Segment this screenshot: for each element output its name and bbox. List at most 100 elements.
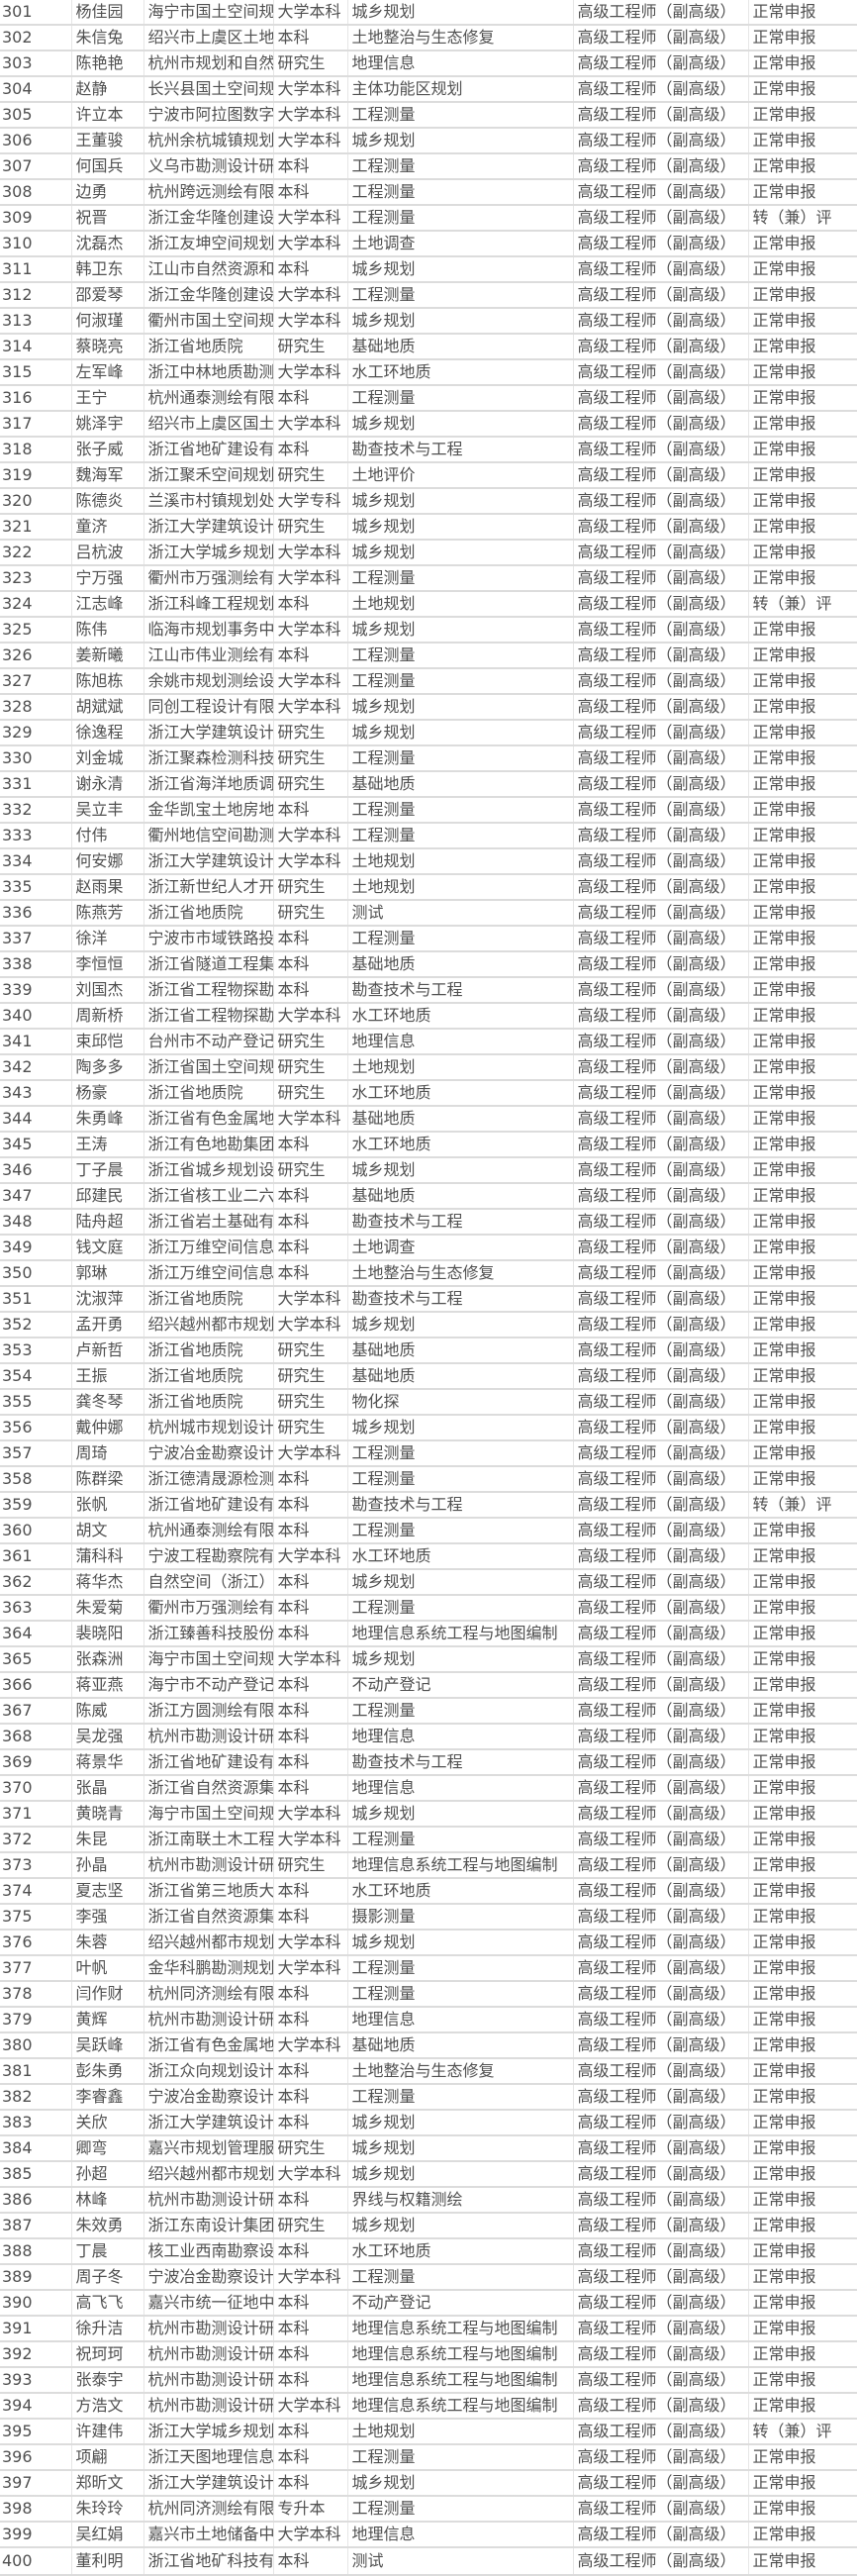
applicant-name-cell: 赵雨果 <box>71 874 144 901</box>
employer-cell: 杭州市规划和自然 <box>143 50 274 77</box>
applicant-name-cell: 朱爱菊 <box>71 1595 144 1622</box>
table-row: 356 戴仲娜 杭州城市规划设计 研究生 城乡规划 高级工程师（副高级） 正常申报 <box>0 1415 857 1441</box>
table-row: 358 陈群梁 浙江德清晟源检测 本科 工程测量 高级工程师（副高级） 正常申报 <box>0 1466 857 1493</box>
employer-cell: 浙江省有色金属地 <box>143 2032 274 2059</box>
education-cell: 本科 <box>273 1621 348 1647</box>
row-number-cell: 353 <box>0 1338 72 1364</box>
major-cell: 水工环地质 <box>347 2238 574 2265</box>
employer-cell: 宁波市阿拉图数字 <box>143 102 274 129</box>
major-cell: 土地规划 <box>347 874 574 901</box>
education-cell: 本科 <box>273 2187 348 2214</box>
major-cell: 地理信息系统工程与地图编制 <box>347 1852 574 1879</box>
title-level-cell: 高级工程师（副高级） <box>573 256 749 283</box>
education-cell: 本科 <box>273 2058 348 2085</box>
education-cell: 研究生 <box>273 1363 348 1390</box>
applicant-name-cell: 许立本 <box>71 102 144 129</box>
major-cell: 土地整治与生态修复 <box>347 2058 574 2085</box>
row-number-cell: 397 <box>0 2470 72 2497</box>
major-cell: 城乡规划 <box>347 2161 574 2188</box>
table-row: 393 张泰宇 杭州市勘测设计研 本科 地理信息系统工程与地图编制 高级工程师（副高级）正… <box>0 2367 857 2394</box>
applicant-name-cell: 张子威 <box>71 437 144 463</box>
major-cell: 城乡规划 <box>347 2135 574 2162</box>
row-number-cell: 377 <box>0 1955 72 1982</box>
employer-cell: 自然空间（浙江） <box>143 1569 274 1596</box>
declaration-type-cell: 正常申报 <box>748 1724 857 1750</box>
applicant-name-cell: 姜新曦 <box>71 643 144 669</box>
title-level-cell: 高级工程师（副高级） <box>573 1106 749 1133</box>
major-cell: 土地规划 <box>347 1054 574 1081</box>
applicant-name-cell: 胡斌斌 <box>71 694 144 721</box>
row-number-cell: 312 <box>0 282 72 309</box>
major-cell: 工程测量 <box>347 205 574 232</box>
title-level-cell: 高级工程师（副高级） <box>573 334 749 360</box>
table-row: 365 张森洲 海宁市国土空间规 大学本科 城乡规划 高级工程师（副高级） 正常申报 <box>0 1646 857 1673</box>
declaration-type-cell: 正常申报 <box>748 2367 857 2394</box>
applicant-name-cell: 张泰宇 <box>71 2367 144 2394</box>
title-level-cell: 高级工程师（副高级） <box>573 1183 749 1210</box>
row-number-cell: 327 <box>0 668 72 695</box>
applicant-name-cell: 孙晶 <box>71 1852 144 1879</box>
declaration-type-cell: 正常申报 <box>748 1312 857 1338</box>
table-row: 384 卿弯 嘉兴市规划管理服 研究生 城乡规划 高级工程师（副高级） 正常申报 <box>0 2135 857 2162</box>
title-level-cell: 高级工程师（副高级） <box>573 2290 749 2317</box>
declaration-type-cell: 正常申报 <box>748 1209 857 1236</box>
employer-cell: 浙江省岩土基础有 <box>143 1209 274 1236</box>
declaration-type-cell: 正常申报 <box>748 1518 857 1544</box>
title-level-cell: 高级工程师（副高级） <box>573 1466 749 1493</box>
title-level-cell: 高级工程师（副高级） <box>573 771 749 798</box>
table-row: 332 吴立丰 金华凯宝土地房地 本科 工程测量 高级工程师（副高级） 正常申报 <box>0 797 857 824</box>
employer-cell: 浙江省工程物探勘 <box>143 977 274 1004</box>
table-row: 345 王涛 浙江有色地勘集团 本科 水工环地质 高级工程师（副高级） 正常申报 <box>0 1132 857 1158</box>
major-cell: 城乡规划 <box>347 1415 574 1441</box>
declaration-type-cell: 正常申报 <box>748 1595 857 1622</box>
declaration-type-cell: 正常申报 <box>748 1260 857 1287</box>
education-cell: 研究生 <box>273 50 348 77</box>
declaration-type-cell: 正常申报 <box>748 2213 857 2239</box>
applicant-name-cell: 项翩 <box>71 2444 144 2471</box>
row-number-cell: 386 <box>0 2187 72 2214</box>
major-cell: 勘查技术与工程 <box>347 1286 574 1313</box>
major-cell: 地理信息 <box>347 1029 574 1055</box>
applicant-name-cell: 蔡晓亮 <box>71 334 144 360</box>
education-cell: 研究生 <box>273 2135 348 2162</box>
major-cell: 工程测量 <box>347 565 574 592</box>
declaration-type-cell: 正常申报 <box>748 385 857 412</box>
title-level-cell: 高级工程师（副高级） <box>573 1054 749 1081</box>
applicant-name-cell: 韩卫东 <box>71 256 144 283</box>
title-level-cell: 高级工程师（副高级） <box>573 540 749 566</box>
major-cell: 工程测量 <box>347 1595 574 1622</box>
table-row: 314 蔡晓亮 浙江省地质院 研究生 基础地质 高级工程师（副高级） 正常申报 <box>0 334 857 360</box>
applicant-name-cell: 吴红娟 <box>71 2522 144 2548</box>
employer-cell: 浙江省国土空间规 <box>143 1054 274 1081</box>
major-cell: 勘查技术与工程 <box>347 977 574 1004</box>
declaration-type-cell: 正常申报 <box>748 1621 857 1647</box>
employer-cell: 宁波冶金勘察设计 <box>143 2264 274 2291</box>
education-cell: 大学本科 <box>273 205 348 232</box>
applicant-name-cell: 孙超 <box>71 2161 144 2188</box>
title-level-cell: 高级工程师（副高级） <box>573 1260 749 1287</box>
declaration-type-cell: 正常申报 <box>748 2341 857 2368</box>
title-level-cell: 高级工程师（副高级） <box>573 1029 749 1055</box>
employer-cell: 浙江省地质院 <box>143 334 274 360</box>
title-level-cell: 高级工程师（副高级） <box>573 2238 749 2265</box>
row-number-cell: 303 <box>0 50 72 77</box>
declaration-type-cell: 正常申报 <box>748 848 857 875</box>
employer-cell: 浙江省地质院 <box>143 1389 274 1416</box>
table-row: 390 高飞飞 嘉兴市统一征地中 本科 不动产登记 高级工程师（副高级） 正常申报 <box>0 2290 857 2317</box>
major-cell: 水工环地质 <box>347 1878 574 1905</box>
major-cell: 测试 <box>347 900 574 927</box>
declaration-type-cell: 正常申报 <box>748 643 857 669</box>
applicant-name-cell: 王涛 <box>71 1132 144 1158</box>
education-cell: 大学本科 <box>273 565 348 592</box>
employer-cell: 浙江南联土木工程 <box>143 1827 274 1853</box>
employer-cell: 浙江聚禾空间规划 <box>143 462 274 489</box>
declaration-type-cell: 正常申报 <box>748 900 857 927</box>
employer-cell: 浙江友坤空间规划 <box>143 231 274 257</box>
table-row: 376 朱蓉 绍兴越州都市规划 大学本科 城乡规划 高级工程师（副高级） 正常申报 <box>0 1930 857 1956</box>
row-number-cell: 311 <box>0 256 72 283</box>
title-level-cell: 高级工程师（副高级） <box>573 1569 749 1596</box>
row-number-cell: 345 <box>0 1132 72 1158</box>
major-cell: 工程测量 <box>347 102 574 129</box>
employer-cell: 义乌市勘测设计研 <box>143 153 274 180</box>
table-row: 379 黄辉 杭州市勘测设计研 本科 地理信息 高级工程师（副高级） 正常申报 <box>0 2007 857 2033</box>
